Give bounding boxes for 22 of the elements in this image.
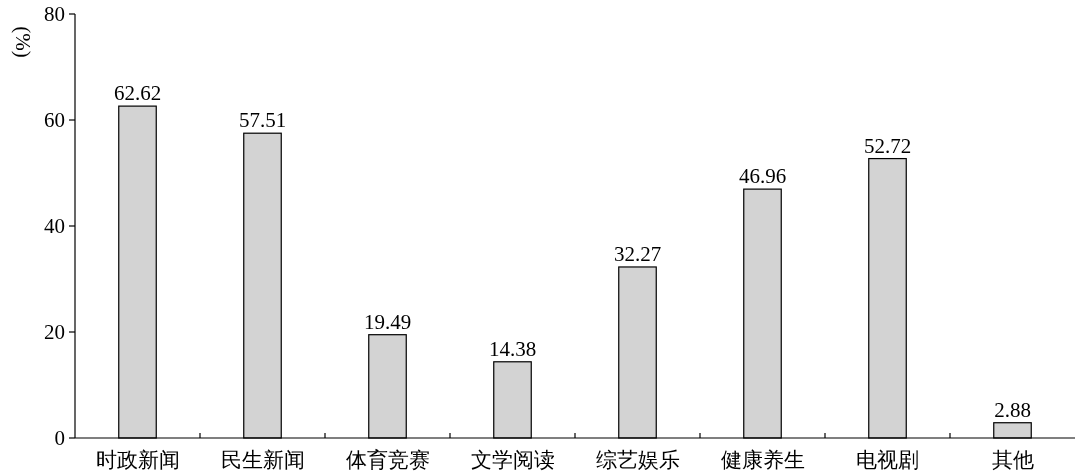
x-tick-label: 体育竞赛 — [345, 448, 430, 472]
x-tick-label: 综艺娱乐 — [595, 448, 680, 472]
data-label: 2.88 — [994, 397, 1031, 422]
data-label: 57.51 — [238, 108, 287, 133]
data-label: 19.49 — [363, 309, 412, 334]
data-label: 14.38 — [488, 336, 537, 361]
data-label: 46.96 — [738, 164, 787, 189]
y-tick-label: 20 — [44, 320, 65, 344]
y-tick-label: 80 — [44, 2, 65, 26]
x-tick-label: 民生新闻 — [220, 448, 305, 472]
data-label: 62.62 — [113, 81, 162, 106]
x-tick-label: 时政新闻 — [95, 448, 180, 472]
y-axis-title: (%) — [11, 26, 35, 58]
data-label: 32.27 — [613, 241, 662, 266]
data-label: 52.72 — [863, 133, 912, 158]
y-tick-label: 60 — [44, 108, 65, 132]
x-tick-label: 其他 — [991, 448, 1034, 472]
x-tick-label: 电视剧 — [856, 448, 919, 472]
y-tick-label: 40 — [44, 214, 65, 238]
x-tick-label: 文学阅读 — [470, 448, 555, 472]
y-tick-label: 0 — [54, 426, 65, 450]
x-tick-label: 健康养生 — [720, 448, 805, 472]
